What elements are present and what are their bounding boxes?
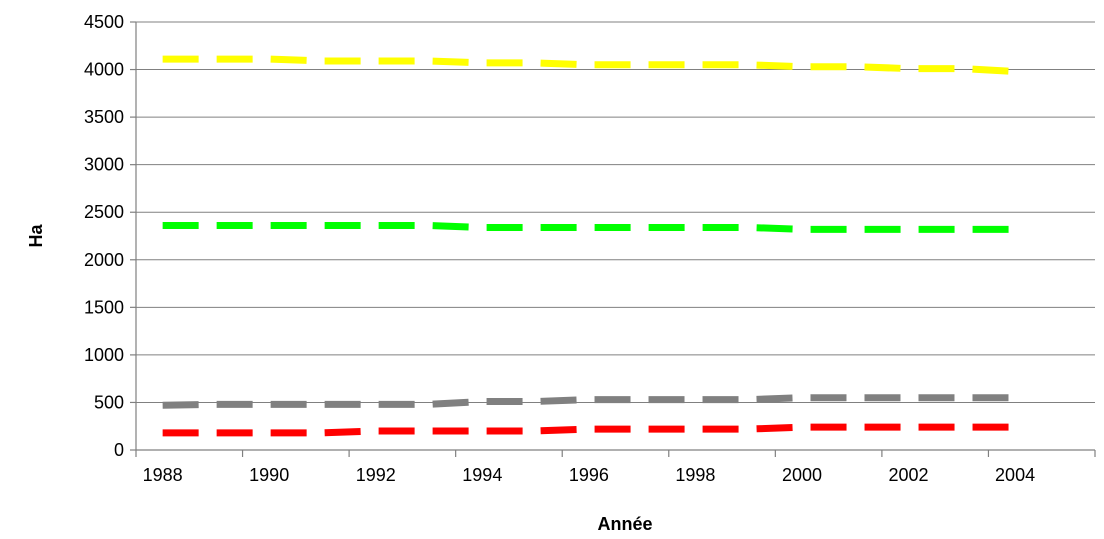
- x-tick-label: 2002: [889, 465, 929, 485]
- y-tick-label: 1000: [84, 345, 124, 365]
- x-axis-title: Année: [597, 514, 652, 534]
- y-tick-label: 4000: [84, 60, 124, 80]
- x-tick-label: 1996: [569, 465, 609, 485]
- series-line-4: [162, 423, 1016, 437]
- y-tick-label: 2000: [84, 250, 124, 270]
- y-tick-labels: 0 500 1000 1500 2000 2500 3000 3500 4000 4500: [84, 12, 124, 460]
- x-tick-label: 1994: [462, 465, 502, 485]
- y-axis-title: Ha: [26, 224, 46, 248]
- y-tick-label: 3000: [84, 155, 124, 175]
- y-tick-label: 0: [114, 440, 124, 460]
- x-tick-labels: 1988 1990 1992 1994 1996 1998 2000 2002 2004: [143, 465, 1035, 485]
- y-tick-label: 3500: [84, 107, 124, 127]
- x-tick-label: 2000: [782, 465, 822, 485]
- y-tick-label: 500: [94, 392, 124, 412]
- series-line-1: [162, 55, 1016, 75]
- y-tick-label: 1500: [84, 297, 124, 317]
- y-tick-label: 4500: [84, 12, 124, 32]
- axes: [130, 21, 1096, 457]
- x-tick-label: 1998: [675, 465, 715, 485]
- series-line-3: [162, 394, 1016, 409]
- series-line-2: [162, 222, 1016, 233]
- gridlines: [136, 21, 1095, 403]
- series-lines: [162, 55, 1016, 437]
- y-tick-label: 2500: [84, 202, 124, 222]
- x-tick-label: 1992: [356, 465, 396, 485]
- x-tick-label: 2004: [995, 465, 1035, 485]
- x-tick-label: 1990: [249, 465, 289, 485]
- x-tick-label: 1988: [143, 465, 183, 485]
